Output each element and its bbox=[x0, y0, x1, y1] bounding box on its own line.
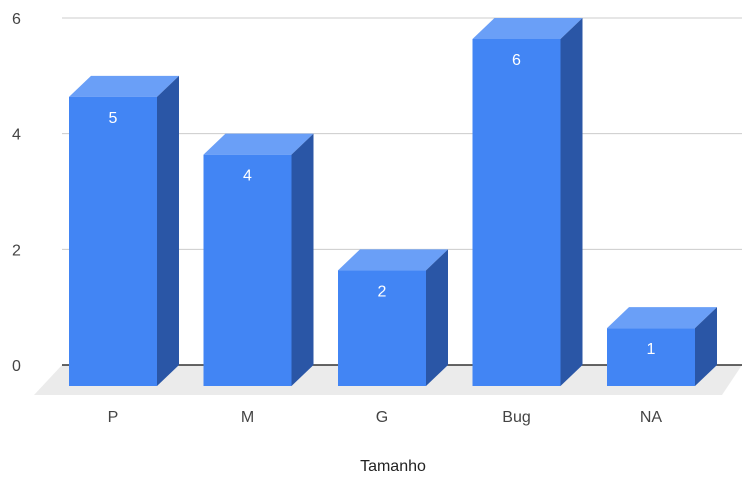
bar-front-face bbox=[69, 96, 157, 386]
bar-g: 2 bbox=[338, 249, 448, 386]
x-tick-label: M bbox=[241, 409, 254, 426]
bar-p: 5 bbox=[69, 75, 179, 386]
bar-side-face bbox=[560, 18, 583, 386]
bar-front-face bbox=[472, 39, 561, 386]
data-label: 6 bbox=[512, 52, 521, 69]
bar-front-face bbox=[607, 328, 695, 386]
y-tick-label: 0 bbox=[12, 358, 21, 375]
x-tick-label: NA bbox=[640, 409, 663, 426]
data-label: 5 bbox=[109, 110, 118, 127]
bar-top-face bbox=[69, 75, 179, 97]
bar-side-face bbox=[695, 307, 717, 386]
bar-front-face bbox=[203, 154, 292, 386]
x-axis-category-labels: P M G Bug NA bbox=[108, 409, 663, 426]
bar-top-face bbox=[338, 249, 448, 271]
data-label: 4 bbox=[243, 168, 252, 185]
x-tick-label: G bbox=[376, 409, 388, 426]
bar-top-face bbox=[607, 307, 717, 329]
bar-side-face bbox=[157, 75, 179, 386]
bar-top-face bbox=[203, 133, 314, 155]
bar-m: 4 bbox=[203, 133, 314, 386]
y-tick-label: 2 bbox=[12, 242, 21, 259]
bar-side-face bbox=[291, 133, 314, 386]
bars: 5 4 2 6 1 bbox=[69, 18, 717, 386]
y-axis-tick-labels: 0 2 4 6 bbox=[12, 11, 21, 375]
x-tick-label: Bug bbox=[502, 409, 530, 426]
bar-front-face bbox=[338, 270, 426, 386]
bar-top-face bbox=[472, 18, 583, 39]
bar-side-face bbox=[426, 249, 448, 386]
bar-bug: 6 bbox=[472, 18, 583, 386]
y-tick-label: 4 bbox=[12, 127, 21, 144]
x-axis-title: Tamanho bbox=[360, 458, 426, 475]
bar-na: 1 bbox=[607, 307, 717, 386]
data-label: 2 bbox=[378, 283, 387, 300]
y-tick-label: 6 bbox=[12, 11, 21, 28]
data-label: 1 bbox=[647, 341, 656, 358]
x-tick-label: P bbox=[108, 409, 119, 426]
